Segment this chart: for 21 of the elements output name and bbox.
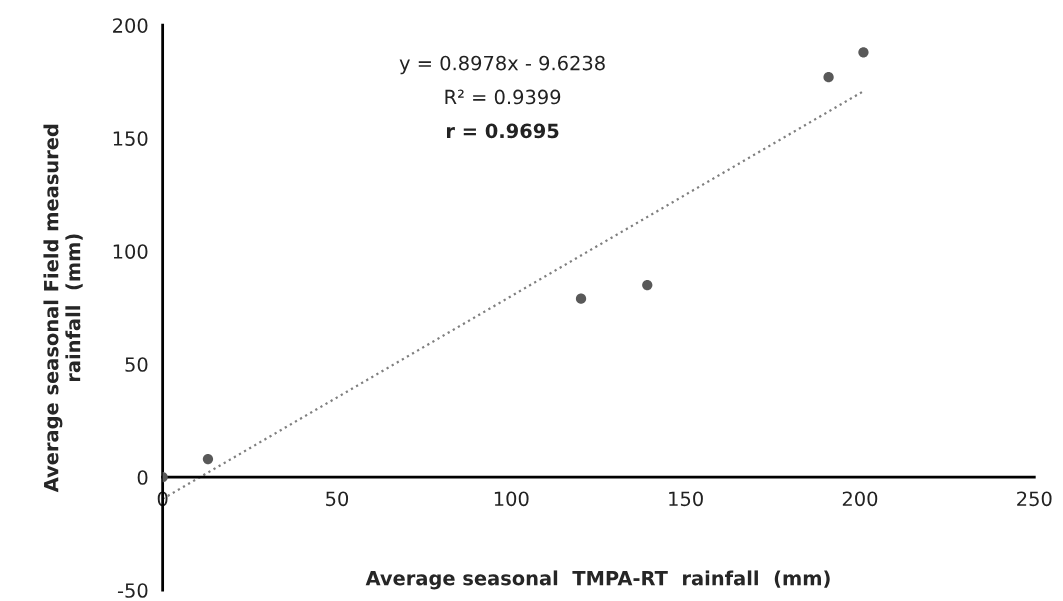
annotation: y = 0.8978x - 9.6238 <box>399 55 605 75</box>
y-tick-label: 100 <box>113 244 148 259</box>
annotation: r = 0.9695 <box>447 123 559 139</box>
x-tick-label: 50 <box>326 491 349 507</box>
point <box>858 47 869 58</box>
x-tick-label: 150 <box>669 491 703 507</box>
annotation: R² = 0.9399 <box>445 89 561 105</box>
x-tick-label: 250 <box>1017 491 1052 507</box>
y-tick-label: 50 <box>125 357 148 372</box>
y-tick-label: -50 <box>117 583 148 598</box>
y-tick-label: 0 <box>137 470 148 485</box>
y-axis-title: Average seasonal Field measured rainfall (mm) <box>43 124 83 493</box>
x-axis-title: Average seasonal TMPA-RT rainfall (mm) <box>365 570 830 590</box>
point <box>202 453 214 465</box>
y-tick-label: 150 <box>113 131 148 146</box>
x-tick-label: 100 <box>494 491 529 507</box>
y-tick-label: 200 <box>113 18 148 33</box>
x-tick-label: 200 <box>842 491 878 507</box>
point <box>575 293 587 304</box>
point <box>642 279 653 291</box>
point <box>823 72 834 83</box>
